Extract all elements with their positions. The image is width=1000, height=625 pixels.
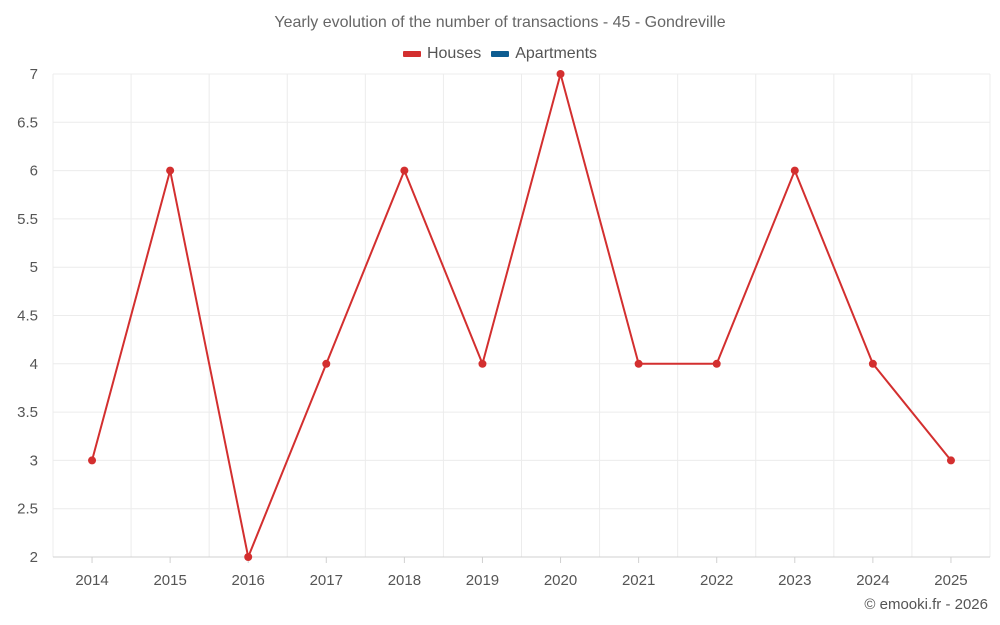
y-tick-label: 4.5 xyxy=(17,308,38,325)
chart-title: Yearly evolution of the number of transa… xyxy=(274,14,726,31)
y-tick-label: 6.5 xyxy=(17,114,38,131)
y-tick-label: 7 xyxy=(30,66,38,83)
legend-item-houses[interactable]: Houses xyxy=(402,45,482,63)
data-point-houses[interactable] xyxy=(400,166,409,175)
legend: Houses Apartments xyxy=(0,45,1000,63)
x-tick-label: 2017 xyxy=(310,572,343,589)
data-point-houses[interactable] xyxy=(790,166,799,175)
y-tick-label: 5 xyxy=(30,259,38,276)
x-tick-label: 2021 xyxy=(622,572,655,589)
legend-label-houses: Houses xyxy=(426,45,482,62)
y-tick-label: 3 xyxy=(30,452,38,469)
x-tick-label: 2015 xyxy=(153,572,186,589)
data-point-houses[interactable] xyxy=(634,359,643,368)
data-point-houses[interactable] xyxy=(244,553,253,561)
legend-swatch-houses xyxy=(402,51,421,57)
y-tick-label: 5.5 xyxy=(17,211,38,228)
series-line-houses xyxy=(91,73,952,558)
data-point-houses[interactable] xyxy=(478,359,487,368)
x-tick-label: 2022 xyxy=(700,572,733,589)
y-tick-label: 2 xyxy=(30,549,38,566)
legend-label-apartments: Apartments xyxy=(515,45,598,62)
x-tick-label: 2025 xyxy=(934,572,967,589)
x-tick-label: 2024 xyxy=(856,572,889,589)
x-tick-label: 2014 xyxy=(75,572,108,589)
y-tick-label: 4 xyxy=(30,356,38,373)
legend-swatch-apartments xyxy=(491,51,510,57)
y-tick-label: 6 xyxy=(30,163,38,180)
x-tick-label: 2019 xyxy=(466,572,499,589)
x-tick-label: 2016 xyxy=(232,572,265,589)
legend-item-apartments[interactable]: Apartments xyxy=(491,45,597,63)
copyright: © emooki.fr - 2026 xyxy=(864,596,988,613)
y-axis: 2 2.5 3 3.5 4 4.5 5 5.5 6 6.5 7 xyxy=(17,66,38,566)
y-tick-label: 2.5 xyxy=(17,501,38,518)
x-tick-label: 2020 xyxy=(544,572,577,589)
data-point-houses[interactable] xyxy=(712,359,721,368)
series-layer xyxy=(88,70,955,561)
y-tick-label: 3.5 xyxy=(17,404,38,421)
data-point-houses[interactable] xyxy=(88,456,97,465)
grid xyxy=(52,73,991,558)
data-point-houses[interactable] xyxy=(556,70,565,78)
data-point-houses[interactable] xyxy=(868,359,877,368)
data-point-houses[interactable] xyxy=(946,456,955,465)
x-tick-label: 2023 xyxy=(778,572,811,589)
data-point-houses[interactable] xyxy=(166,166,175,175)
x-axis: 2014 2015 2016 2017 2018 2019 2020 2021 2022 2023… xyxy=(53,556,990,589)
x-tick-label: 2018 xyxy=(388,572,421,589)
data-point-houses[interactable] xyxy=(322,359,331,368)
